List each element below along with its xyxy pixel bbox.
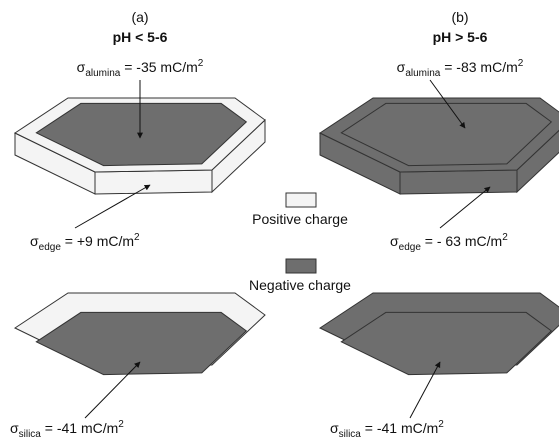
subscript: edge — [39, 242, 62, 253]
symbol: σ — [30, 233, 39, 249]
subscript: alumina — [405, 68, 440, 79]
legend-swatch-negative — [286, 259, 316, 273]
panel-letter: (b) — [451, 9, 468, 25]
symbol: σ — [10, 420, 19, 436]
legend-swatch-positive — [286, 193, 316, 207]
panel-condition: pH > 5-6 — [433, 29, 488, 45]
superscript: 2 — [438, 419, 444, 430]
edge-charge: σedge = +9 mC/m2 — [30, 232, 140, 253]
superscript: 2 — [134, 232, 140, 243]
value: = -41 mC/m — [361, 420, 438, 436]
superscript: 2 — [118, 419, 124, 430]
alumina-charge: σalumina = -83 mC/m2 — [397, 58, 524, 79]
prism-side — [95, 170, 212, 194]
value: = -35 mC/m — [120, 59, 197, 75]
silica-charge: σsilica = -41 mC/m2 — [10, 419, 124, 439]
legend-positive: Positive charge — [252, 211, 348, 227]
alumina-charge: σalumina = -35 mC/m2 — [77, 58, 204, 79]
legend-negative: Negative charge — [249, 277, 351, 293]
subscript: silica — [339, 429, 362, 439]
value: = - 63 mC/m — [421, 233, 502, 249]
panel-condition: pH < 5-6 — [113, 29, 168, 45]
subscript: silica — [19, 429, 42, 439]
value: = -83 mC/m — [440, 59, 517, 75]
value: = -41 mC/m — [41, 420, 118, 436]
diagram: Positive charge Negative charge (a) pH < … — [0, 0, 559, 439]
value: = +9 mC/m — [61, 233, 134, 249]
superscript: 2 — [198, 58, 204, 69]
panel-letter: (a) — [131, 9, 148, 25]
edge-charge: σedge = - 63 mC/m2 — [390, 232, 508, 253]
superscript: 2 — [518, 58, 524, 69]
symbol: σ — [390, 233, 399, 249]
silica-charge: σsilica = -41 mC/m2 — [330, 419, 444, 439]
subscript: alumina — [85, 68, 120, 79]
prism-floor — [36, 312, 246, 374]
subscript: edge — [399, 242, 422, 253]
superscript: 2 — [502, 232, 508, 243]
prism-side — [400, 170, 517, 194]
prism-floor — [341, 312, 551, 374]
symbol: σ — [330, 420, 339, 436]
